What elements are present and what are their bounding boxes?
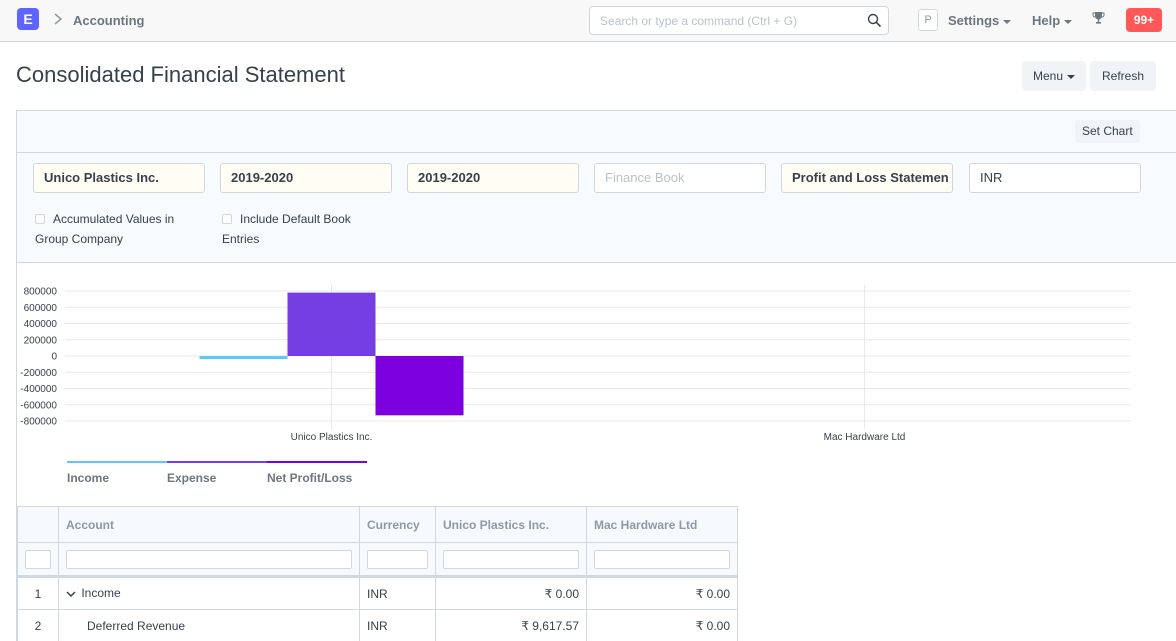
- report-table: Account Currency Unico Plastics Inc. Mac…: [17, 506, 738, 641]
- search-icon[interactable]: [867, 13, 882, 33]
- filter-section: Unico Plastics Inc. 2019-2020 2019-2020 …: [17, 153, 1176, 263]
- set-chart-button[interactable]: Set Chart: [1075, 120, 1140, 143]
- table-filter-row: [17, 542, 738, 578]
- company-field[interactable]: Unico Plastics Inc.: [33, 163, 205, 193]
- bar-net-profit-loss[interactable]: [375, 356, 464, 416]
- y-tick-label: -800000: [20, 417, 57, 428]
- amount-cell: ₹ 9,617.57: [435, 609, 587, 641]
- column-header[interactable]: Mac Hardware Ltd: [586, 506, 738, 543]
- column-header[interactable]: Currency: [359, 506, 436, 543]
- caret-down-icon: [1003, 19, 1012, 24]
- from-fiscal-year-field[interactable]: 2019-2020: [220, 163, 392, 193]
- search-input[interactable]: [590, 7, 850, 34]
- table-row[interactable]: 2 Deferred Revenue INR ₹ 9,617.57 ₹ 0.00: [17, 609, 738, 641]
- y-tick-label: 600000: [24, 303, 58, 314]
- default-book-label-1: Include Default Book: [240, 212, 351, 226]
- accumulated-label-1: Accumulated Values in: [53, 212, 175, 226]
- search-bar[interactable]: [589, 6, 889, 35]
- row-number-header: [17, 506, 59, 543]
- currency-filter-input[interactable]: [367, 549, 428, 569]
- settings-dropdown[interactable]: Settings: [948, 13, 1012, 28]
- finance-book-field[interactable]: Finance Book: [594, 163, 766, 193]
- chevron-down-icon[interactable]: [66, 587, 78, 601]
- page-title: Consolidated Financial Statement: [16, 62, 345, 87]
- amount-cell: ₹ 0.00: [586, 609, 738, 641]
- help-dropdown[interactable]: Help: [1032, 13, 1073, 28]
- bar-expense[interactable]: [287, 292, 376, 356]
- currency-cell: INR: [359, 576, 436, 610]
- accumulated-values-checkbox[interactable]: Accumulated Values in Group Company: [35, 209, 174, 249]
- include-default-book-checkbox[interactable]: Include Default Book Entries: [222, 209, 351, 249]
- notifications-badge[interactable]: 99+: [1126, 8, 1162, 32]
- table-row[interactable]: 1 Income INR ₹ 0.00 ₹ 0.00: [17, 576, 738, 610]
- row-number: 1: [17, 576, 59, 610]
- column-header[interactable]: Account: [58, 506, 360, 543]
- mac-filter-input[interactable]: [594, 549, 730, 569]
- y-tick-label: -600000: [20, 400, 57, 411]
- refresh-button[interactable]: Refresh: [1090, 61, 1156, 91]
- currency-field[interactable]: INR: [969, 163, 1141, 193]
- report-type-field[interactable]: Profit and Loss Statemen: [781, 163, 953, 193]
- account-name: Income: [81, 586, 121, 601]
- chevron-right-icon: [53, 12, 63, 29]
- row-filter-input[interactable]: [25, 549, 51, 569]
- account-cell[interactable]: Income: [58, 576, 360, 610]
- default-book-label-2: Entries: [222, 232, 260, 246]
- amount-cell: ₹ 0.00: [586, 576, 738, 610]
- legend-label[interactable]: Income: [67, 471, 110, 485]
- y-tick-label: -400000: [20, 384, 57, 395]
- legend-swatch: [267, 461, 367, 463]
- bar-chart: 800000 600000 400000 200000 0 -200000 -400000 -…: [20, 285, 1131, 443]
- column-header[interactable]: Unico Plastics Inc.: [435, 506, 587, 543]
- help-label: Help: [1032, 13, 1061, 28]
- app-logo[interactable]: E: [17, 8, 39, 30]
- avatar[interactable]: P: [918, 9, 938, 31]
- x-tick-label: Mac Hardware Ltd: [824, 432, 906, 443]
- account-filter-input[interactable]: [66, 549, 352, 569]
- legend-swatch: [67, 461, 167, 463]
- accumulated-label-2: Group Company: [35, 232, 124, 246]
- legend-swatch: [167, 461, 267, 463]
- amount-cell: ₹ 0.00: [435, 576, 587, 610]
- caret-down-icon: [1067, 74, 1076, 79]
- unico-filter-input[interactable]: [443, 549, 579, 569]
- x-tick-label: Unico Plastics Inc.: [291, 432, 373, 443]
- checkbox-box[interactable]: [35, 214, 45, 224]
- y-tick-label: -200000: [20, 368, 57, 379]
- currency-cell: INR: [359, 609, 436, 641]
- navbar: E Accounting P Settings Help 99+: [0, 0, 1176, 42]
- account-cell[interactable]: Deferred Revenue: [58, 609, 360, 641]
- menu-label: Menu: [1032, 69, 1064, 83]
- to-fiscal-year-field[interactable]: 2019-2020: [407, 163, 579, 193]
- menu-button[interactable]: Menu: [1022, 61, 1086, 91]
- checkbox-box[interactable]: [222, 214, 232, 224]
- bar-income[interactable]: [199, 356, 288, 359]
- y-tick-label: 800000: [24, 287, 58, 298]
- legend-label[interactable]: Net Profit/Loss: [267, 471, 353, 485]
- y-tick-label: 200000: [24, 335, 58, 346]
- breadcrumb-accounting[interactable]: Accounting: [73, 13, 145, 28]
- row-number: 2: [17, 609, 59, 641]
- trophy-icon[interactable]: [1092, 11, 1105, 28]
- caret-down-icon: [1064, 19, 1073, 24]
- y-tick-label: 0: [51, 352, 57, 363]
- chart-toolbar: Set Chart: [17, 111, 1176, 153]
- settings-label: Settings: [948, 13, 1000, 28]
- report-panel: Set Chart Unico Plastics Inc. 2019-2020 …: [16, 110, 1176, 641]
- y-tick-label: 400000: [24, 319, 58, 330]
- table-header-row: Account Currency Unico Plastics Inc. Mac…: [17, 506, 738, 543]
- legend-label[interactable]: Expense: [167, 471, 217, 485]
